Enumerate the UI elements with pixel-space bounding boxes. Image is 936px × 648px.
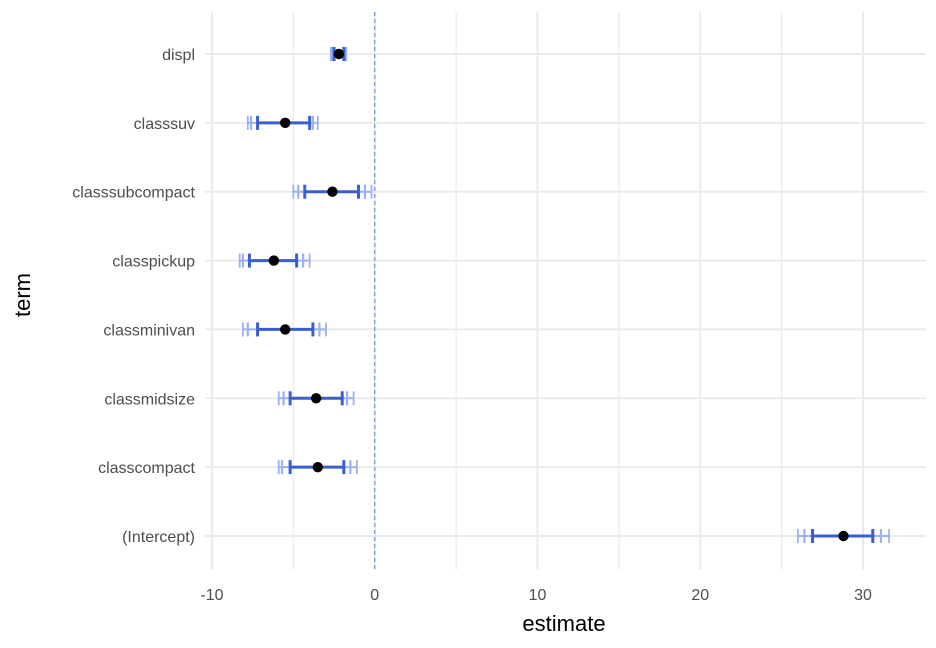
- y-tick-label: classcompact: [98, 460, 195, 477]
- interval-layer: [238, 47, 890, 543]
- x-tick-labels: -10 0 10 20 30: [200, 587, 872, 604]
- estimate-point: [268, 255, 280, 266]
- y-tick-labels: displ classsuv classsubcompact classpickup c…: [72, 47, 195, 546]
- x-tick-label: -10: [200, 587, 223, 604]
- estimate-point: [327, 186, 338, 197]
- estimate-point: [280, 117, 291, 129]
- estimate-point: [838, 530, 849, 542]
- estimate-point: [333, 48, 345, 60]
- estimate-point: [310, 393, 322, 404]
- x-axis-title: estimate: [522, 611, 605, 636]
- estimate-point: [312, 461, 323, 473]
- y-tick-label: classpickup: [112, 254, 195, 271]
- y-axis-title: term: [10, 273, 35, 317]
- x-tick-label: 10: [529, 587, 547, 604]
- grid-layer: [205, 12, 926, 570]
- x-tick-label: 20: [691, 587, 709, 604]
- y-tick-label: classsuv: [134, 116, 195, 133]
- y-tick-label: classmidsize: [104, 391, 195, 408]
- estimate-point: [280, 324, 291, 335]
- y-tick-label: classsubcompact: [72, 185, 195, 202]
- x-tick-label: 0: [370, 587, 379, 604]
- x-tick-label: 30: [854, 587, 872, 604]
- y-tick-label: classminivan: [103, 322, 195, 339]
- y-tick-label: displ: [162, 47, 195, 64]
- y-tick-label: (Intercept): [122, 529, 195, 546]
- point-layer: [268, 48, 849, 542]
